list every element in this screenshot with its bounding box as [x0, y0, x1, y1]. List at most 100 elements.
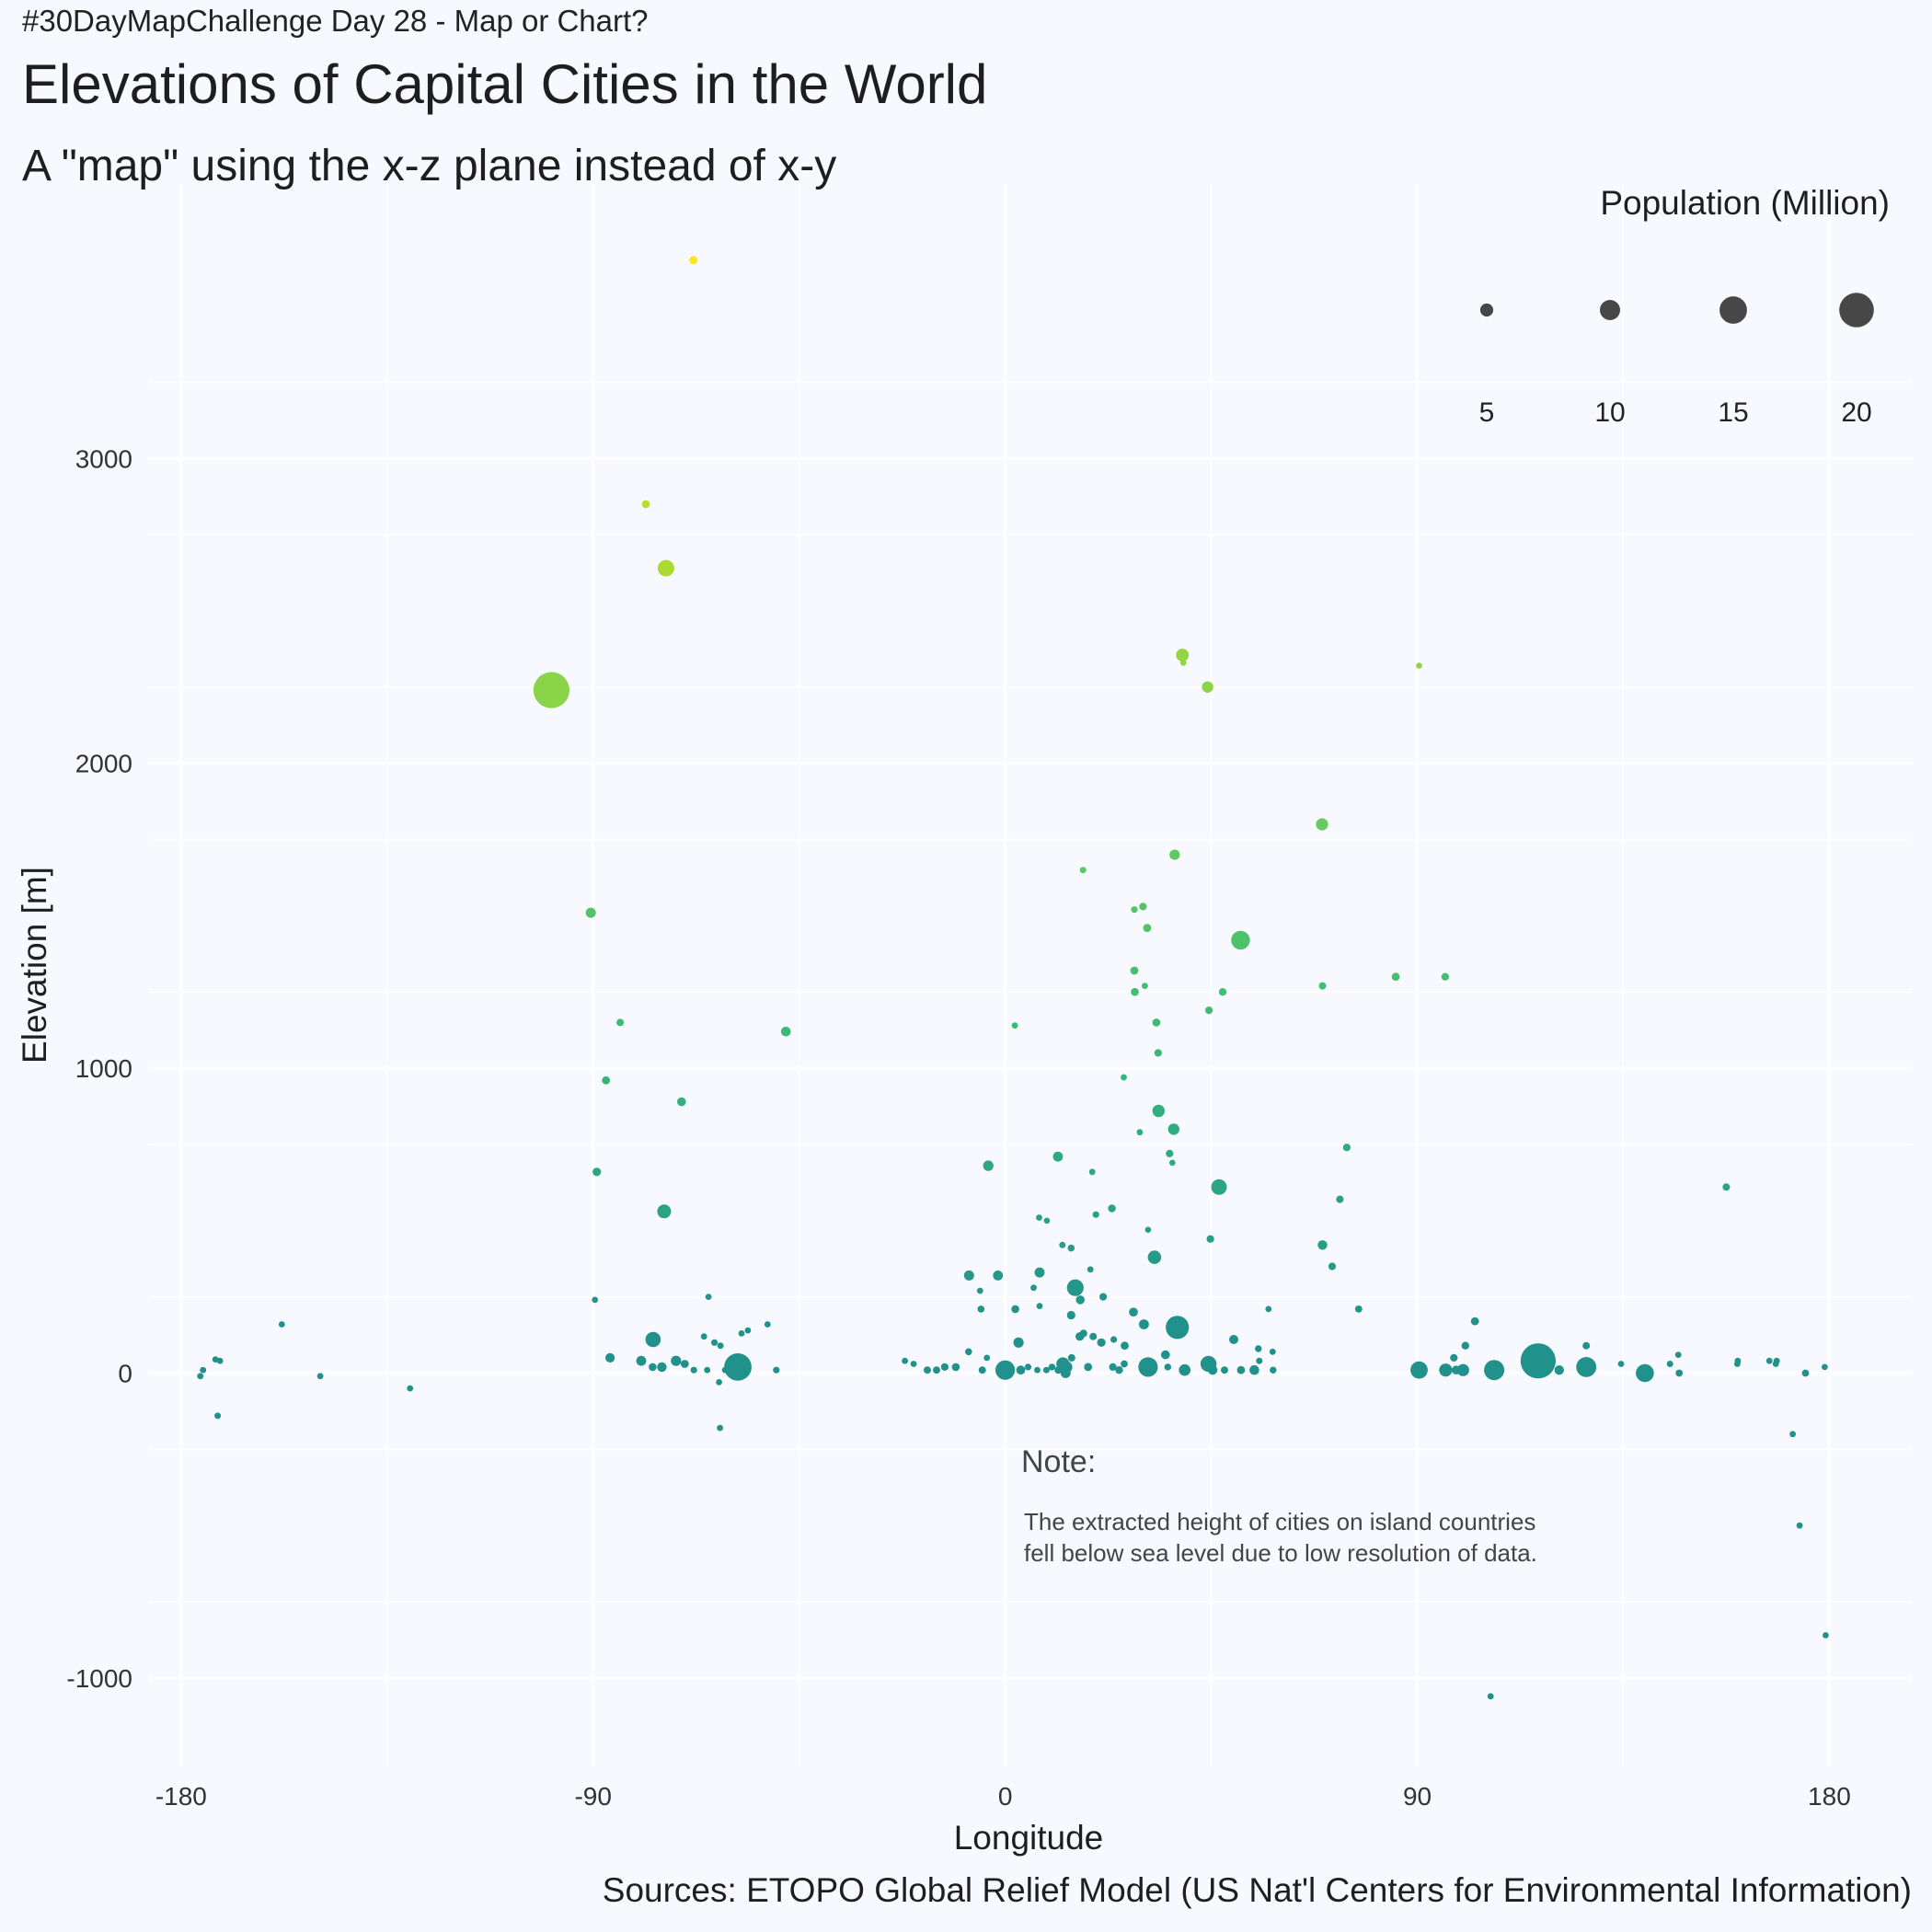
city-point: [951, 1363, 960, 1372]
city-point: [1088, 1168, 1096, 1176]
city-point: [773, 1366, 780, 1374]
city-point: [1176, 649, 1190, 661]
city-point: [1169, 849, 1180, 860]
city-point: [1342, 1144, 1351, 1152]
city-point: [602, 1075, 611, 1085]
city-point: [1066, 1279, 1084, 1296]
city-point: [940, 1363, 949, 1371]
axis-ticks: -180 -90 0 90 180 -1000 0 1000 2000 3000: [66, 444, 1850, 1811]
city-point: [1138, 1357, 1158, 1377]
city-point: [1822, 1363, 1828, 1371]
city-point: [1269, 1348, 1276, 1355]
city-point: [649, 1363, 657, 1372]
city-point: [910, 1361, 917, 1367]
city-point: [1416, 662, 1422, 669]
city-point: [1554, 1365, 1565, 1375]
city-point: [924, 1366, 931, 1374]
city-point: [1067, 1353, 1075, 1362]
city-point: [1099, 1293, 1108, 1301]
city-point: [1034, 1267, 1045, 1278]
x-tick-label: 180: [1808, 1782, 1851, 1811]
city-point: [1206, 1235, 1214, 1243]
city-point: [645, 1331, 661, 1348]
city-point: [1109, 1363, 1117, 1371]
city-point: [1075, 1295, 1085, 1305]
city-point: [1110, 1336, 1118, 1343]
city-point: [1136, 1129, 1144, 1136]
city-point: [978, 1366, 986, 1374]
city-point: [1016, 1365, 1026, 1375]
chart-subtitle: A "map" using the x-z plane instead of x…: [22, 142, 836, 190]
city-point: [1236, 1365, 1246, 1374]
city-point: [1205, 1006, 1213, 1015]
city-point: [407, 1385, 414, 1392]
legend-size-label: 15: [1718, 397, 1748, 428]
city-point: [1636, 1363, 1654, 1383]
city-point: [738, 1330, 745, 1337]
city-point: [1121, 1074, 1127, 1081]
city-point: [717, 1342, 724, 1350]
city-point: [1166, 1149, 1174, 1157]
city-point: [1231, 930, 1250, 950]
city-point: [1801, 1369, 1810, 1377]
city-point: [1796, 1522, 1803, 1529]
city-point: [1131, 987, 1139, 996]
city-point: [1079, 867, 1087, 874]
city-point: [1255, 1345, 1262, 1352]
city-point: [1164, 1363, 1172, 1371]
city-point: [711, 1339, 719, 1346]
city-point: [1391, 972, 1400, 982]
challenge-label: #30DayMapChallenge Day 28 - Map or Chart…: [22, 4, 649, 38]
city-point: [689, 256, 698, 265]
y-axis-title: Elevation [m]: [16, 867, 53, 1064]
city-point: [1354, 1305, 1363, 1313]
city-point: [1129, 1307, 1138, 1317]
city-point: [1318, 982, 1327, 990]
city-point: [933, 1366, 940, 1374]
city-point: [690, 1366, 697, 1374]
data-points: [197, 256, 1829, 1700]
city-point: [1043, 1217, 1051, 1225]
legend-title: Population (Million): [1600, 184, 1890, 222]
city-point: [744, 1327, 752, 1334]
legend-size-circle: [1719, 296, 1747, 324]
city-point: [1734, 1357, 1742, 1364]
city-point: [1166, 1316, 1190, 1340]
city-point: [1034, 1366, 1041, 1374]
city-point: [1089, 1332, 1098, 1340]
city-point: [1139, 903, 1147, 911]
city-point: [200, 1366, 207, 1374]
city-point: [1152, 1018, 1161, 1027]
city-point: [616, 1018, 625, 1027]
city-point: [636, 1355, 647, 1366]
x-tick-label: 0: [998, 1782, 1013, 1811]
city-point: [1147, 1250, 1162, 1264]
city-point: [1617, 1361, 1625, 1367]
x-tick-label: -90: [574, 1782, 611, 1811]
city-point: [1265, 1305, 1272, 1313]
city-point: [902, 1357, 908, 1364]
city-point: [278, 1321, 285, 1328]
city-point: [1131, 906, 1138, 914]
city-point: [1211, 1179, 1227, 1195]
city-point: [1576, 1357, 1597, 1377]
city-point: [197, 1373, 204, 1380]
city-point: [1179, 659, 1187, 666]
city-point: [716, 1379, 722, 1386]
city-point: [1823, 1632, 1829, 1639]
city-point: [212, 1356, 219, 1363]
city-point: [1765, 1357, 1773, 1364]
city-point: [1042, 1366, 1050, 1374]
city-point: [1229, 1335, 1238, 1344]
city-point: [1202, 681, 1213, 693]
city-point: [1087, 1266, 1094, 1273]
city-point: [1520, 1343, 1556, 1379]
city-point: [1036, 1214, 1042, 1221]
city-point: [705, 1294, 712, 1300]
city-point: [1461, 1341, 1470, 1350]
city-point: [1092, 1211, 1099, 1218]
city-point: [704, 1366, 711, 1374]
city-point: [671, 1355, 682, 1366]
city-point: [1410, 1361, 1428, 1379]
